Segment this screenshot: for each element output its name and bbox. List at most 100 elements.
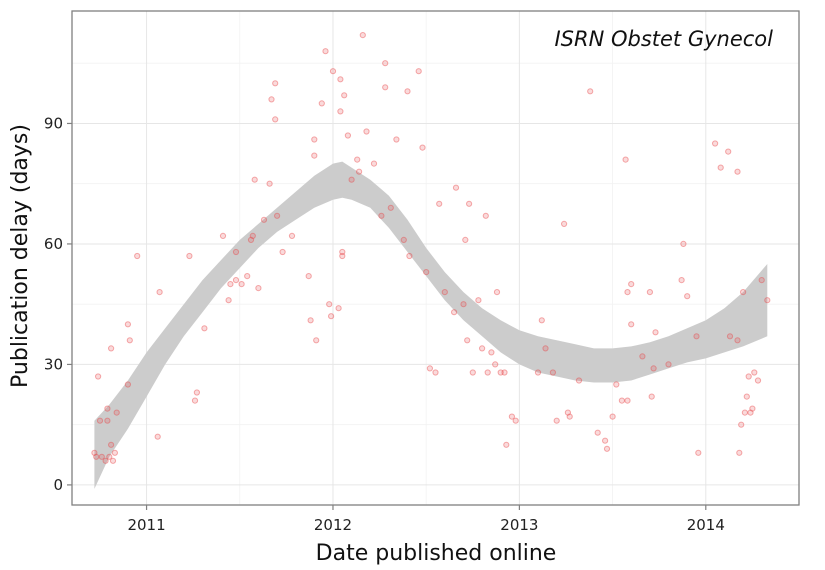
data-point — [432, 369, 439, 376]
data-point — [652, 329, 659, 336]
data-point — [219, 232, 227, 239]
data-point — [678, 277, 685, 284]
data-point — [104, 405, 111, 412]
data-point — [201, 325, 208, 332]
data-point — [426, 365, 433, 372]
data-point — [279, 248, 286, 256]
data-point — [553, 417, 560, 424]
data-point — [628, 281, 635, 288]
data-point — [738, 421, 745, 428]
data-point — [102, 457, 109, 464]
data-point — [393, 136, 400, 143]
data-point — [501, 369, 508, 376]
data-point — [341, 92, 348, 99]
data-point — [113, 409, 120, 416]
data-point — [328, 313, 335, 320]
data-point — [109, 457, 117, 464]
data-point — [339, 248, 346, 256]
data-point — [646, 289, 654, 296]
data-point — [251, 176, 258, 183]
data-point — [232, 277, 240, 284]
data-point — [318, 100, 325, 107]
data-point — [370, 160, 378, 167]
axis-ticks-layer: 2011 2012 2013 2014 0 30 60 90 — [44, 114, 725, 534]
data-point — [749, 405, 756, 412]
data-point — [751, 369, 758, 376]
data-point — [96, 417, 104, 424]
grid-lines — [72, 11, 799, 505]
data-point — [108, 441, 115, 448]
data-point — [451, 309, 458, 316]
data-point — [650, 365, 657, 372]
data-point — [508, 413, 515, 420]
data-point — [639, 353, 646, 360]
data-point — [712, 140, 719, 147]
data-point — [156, 289, 163, 296]
data-point — [745, 373, 752, 380]
data-point — [460, 301, 467, 308]
data-point — [464, 337, 471, 344]
data-point — [628, 321, 635, 328]
data-point — [415, 68, 422, 75]
data-point — [665, 361, 672, 368]
x-axis-label: Date published online — [316, 541, 557, 566]
data-point — [613, 381, 620, 388]
data-point — [695, 449, 702, 456]
data-point — [232, 248, 240, 256]
smoothing-confidence-band — [94, 161, 768, 489]
data-point — [244, 273, 251, 280]
data-point — [479, 345, 486, 352]
data-point — [736, 449, 743, 456]
data-point — [575, 377, 583, 384]
data-point — [680, 240, 687, 247]
data-point — [322, 48, 329, 55]
data-point — [305, 273, 312, 280]
x-tick-label: 2011 — [127, 516, 165, 534]
data-point — [717, 164, 724, 171]
data-point — [561, 220, 568, 227]
data-point — [482, 212, 489, 219]
data-point — [475, 297, 482, 304]
data-point — [339, 252, 346, 260]
data-point — [311, 152, 318, 159]
data-point — [363, 128, 370, 135]
data-point — [124, 321, 132, 328]
x-tick-label: 2012 — [314, 516, 352, 534]
data-point — [648, 393, 655, 400]
data-point — [106, 453, 113, 460]
data-point — [624, 289, 631, 296]
data-point — [126, 337, 133, 344]
data-point — [288, 232, 296, 239]
data-point — [549, 369, 557, 376]
y-axis-label: Publication delay (days) — [8, 124, 33, 388]
data-point — [497, 369, 504, 376]
data-point — [492, 361, 499, 368]
data-point — [108, 345, 115, 352]
data-point — [134, 252, 141, 260]
data-point — [436, 200, 443, 207]
data-point — [743, 393, 750, 400]
data-point — [452, 184, 460, 191]
data-point — [441, 289, 448, 296]
data-point — [542, 345, 549, 352]
data-point — [307, 317, 314, 324]
data-point — [488, 349, 495, 356]
y-tick-label: 60 — [44, 235, 63, 253]
data-point — [538, 317, 545, 324]
data-point — [747, 409, 754, 416]
data-point — [382, 60, 389, 67]
data-point — [740, 289, 747, 296]
data-point — [93, 453, 100, 460]
data-point — [419, 144, 426, 151]
data-point — [734, 337, 741, 344]
data-point — [337, 76, 344, 83]
data-point — [493, 289, 501, 296]
data-point — [313, 337, 320, 344]
data-point — [154, 433, 161, 440]
data-point — [382, 84, 389, 91]
data-point — [124, 381, 132, 388]
data-point — [95, 373, 102, 380]
data-point — [255, 285, 262, 292]
